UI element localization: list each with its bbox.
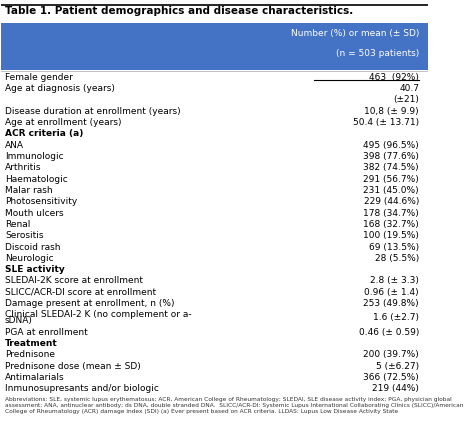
Text: Age at enrollment (years): Age at enrollment (years): [5, 118, 121, 127]
Text: 5 (±6.27): 5 (±6.27): [376, 362, 419, 371]
Text: Female gender: Female gender: [5, 72, 73, 81]
Text: 178 (34.7%): 178 (34.7%): [363, 208, 419, 218]
Text: Neurologic: Neurologic: [5, 254, 54, 263]
Text: 231 (45.0%): 231 (45.0%): [364, 186, 419, 195]
Text: ACR criteria (a): ACR criteria (a): [5, 129, 83, 138]
FancyBboxPatch shape: [0, 23, 428, 70]
Text: SLE activity: SLE activity: [5, 265, 65, 274]
Text: SLEDAI-2K score at enrollment: SLEDAI-2K score at enrollment: [5, 276, 143, 285]
Text: Arthritis: Arthritis: [5, 163, 41, 172]
Text: (n = 503 patients): (n = 503 patients): [336, 49, 419, 58]
Text: 495 (96.5%): 495 (96.5%): [363, 141, 419, 150]
Text: PGA at enrollment: PGA at enrollment: [5, 328, 88, 337]
Text: Abbreviations: SLE, systemic lupus erythematosus; ACR, American College of Rheum: Abbreviations: SLE, systemic lupus eryth…: [5, 397, 464, 414]
Text: 463  (92%): 463 (92%): [369, 72, 419, 81]
Text: Treatment: Treatment: [5, 339, 58, 348]
Text: Mouth ulcers: Mouth ulcers: [5, 208, 64, 218]
Text: Serositis: Serositis: [5, 231, 44, 240]
Text: 291 (56.7%): 291 (56.7%): [363, 175, 419, 184]
Text: Age at diagnosis (years): Age at diagnosis (years): [5, 84, 115, 93]
Text: Antimalarials: Antimalarials: [5, 373, 64, 382]
Text: Prednisone: Prednisone: [5, 351, 55, 360]
Text: SLICC/ACR-DI score at enrollment: SLICC/ACR-DI score at enrollment: [5, 288, 156, 297]
Text: Inmunosupresants and/or biologic: Inmunosupresants and/or biologic: [5, 384, 159, 393]
Text: 69 (13.5%): 69 (13.5%): [369, 242, 419, 251]
Text: (±21): (±21): [393, 95, 419, 104]
Text: Discoid rash: Discoid rash: [5, 242, 61, 251]
Text: 398 (77.6%): 398 (77.6%): [363, 152, 419, 161]
Text: Renal: Renal: [5, 220, 30, 229]
Text: Number (%) or mean (± SD): Number (%) or mean (± SD): [291, 29, 419, 38]
Text: Table 1. Patient demographics and disease characteristics.: Table 1. Patient demographics and diseas…: [5, 6, 353, 16]
Text: 28 (5.5%): 28 (5.5%): [375, 254, 419, 263]
Text: Prednisone dose (mean ± SD): Prednisone dose (mean ± SD): [5, 362, 141, 371]
Text: 1.6 (±2.7): 1.6 (±2.7): [373, 314, 419, 322]
Text: 40.7: 40.7: [399, 84, 419, 93]
Text: Immunologic: Immunologic: [5, 152, 64, 161]
Text: 253 (49.8%): 253 (49.8%): [364, 299, 419, 308]
Text: ANA: ANA: [5, 141, 24, 150]
Text: Haematologic: Haematologic: [5, 175, 68, 184]
Text: 0.46 (± 0.59): 0.46 (± 0.59): [359, 328, 419, 337]
Text: 366 (72.5%): 366 (72.5%): [363, 373, 419, 382]
Text: Photosensitivity: Photosensitivity: [5, 197, 77, 206]
Text: 168 (32.7%): 168 (32.7%): [363, 220, 419, 229]
Text: 10,8 (± 9.9): 10,8 (± 9.9): [365, 106, 419, 115]
Text: 100 (19.5%): 100 (19.5%): [363, 231, 419, 240]
Text: 382 (74.5%): 382 (74.5%): [364, 163, 419, 172]
Text: Disease duration at enrollment (years): Disease duration at enrollment (years): [5, 106, 181, 115]
Text: Clinical SLEDAI-2 K (no complement or a-: Clinical SLEDAI-2 K (no complement or a-: [5, 311, 191, 320]
Text: 219 (44%): 219 (44%): [372, 384, 419, 393]
Text: 2.8 (± 3.3): 2.8 (± 3.3): [370, 276, 419, 285]
Text: sDNA): sDNA): [5, 317, 33, 325]
Text: 229 (44.6%): 229 (44.6%): [364, 197, 419, 206]
Text: 0.96 (± 1.4): 0.96 (± 1.4): [365, 288, 419, 297]
Text: Damage present at enrollment, n (%): Damage present at enrollment, n (%): [5, 299, 174, 308]
Text: 50.4 (± 13.71): 50.4 (± 13.71): [353, 118, 419, 127]
Text: Malar rash: Malar rash: [5, 186, 53, 195]
Text: 200 (39.7%): 200 (39.7%): [363, 351, 419, 360]
